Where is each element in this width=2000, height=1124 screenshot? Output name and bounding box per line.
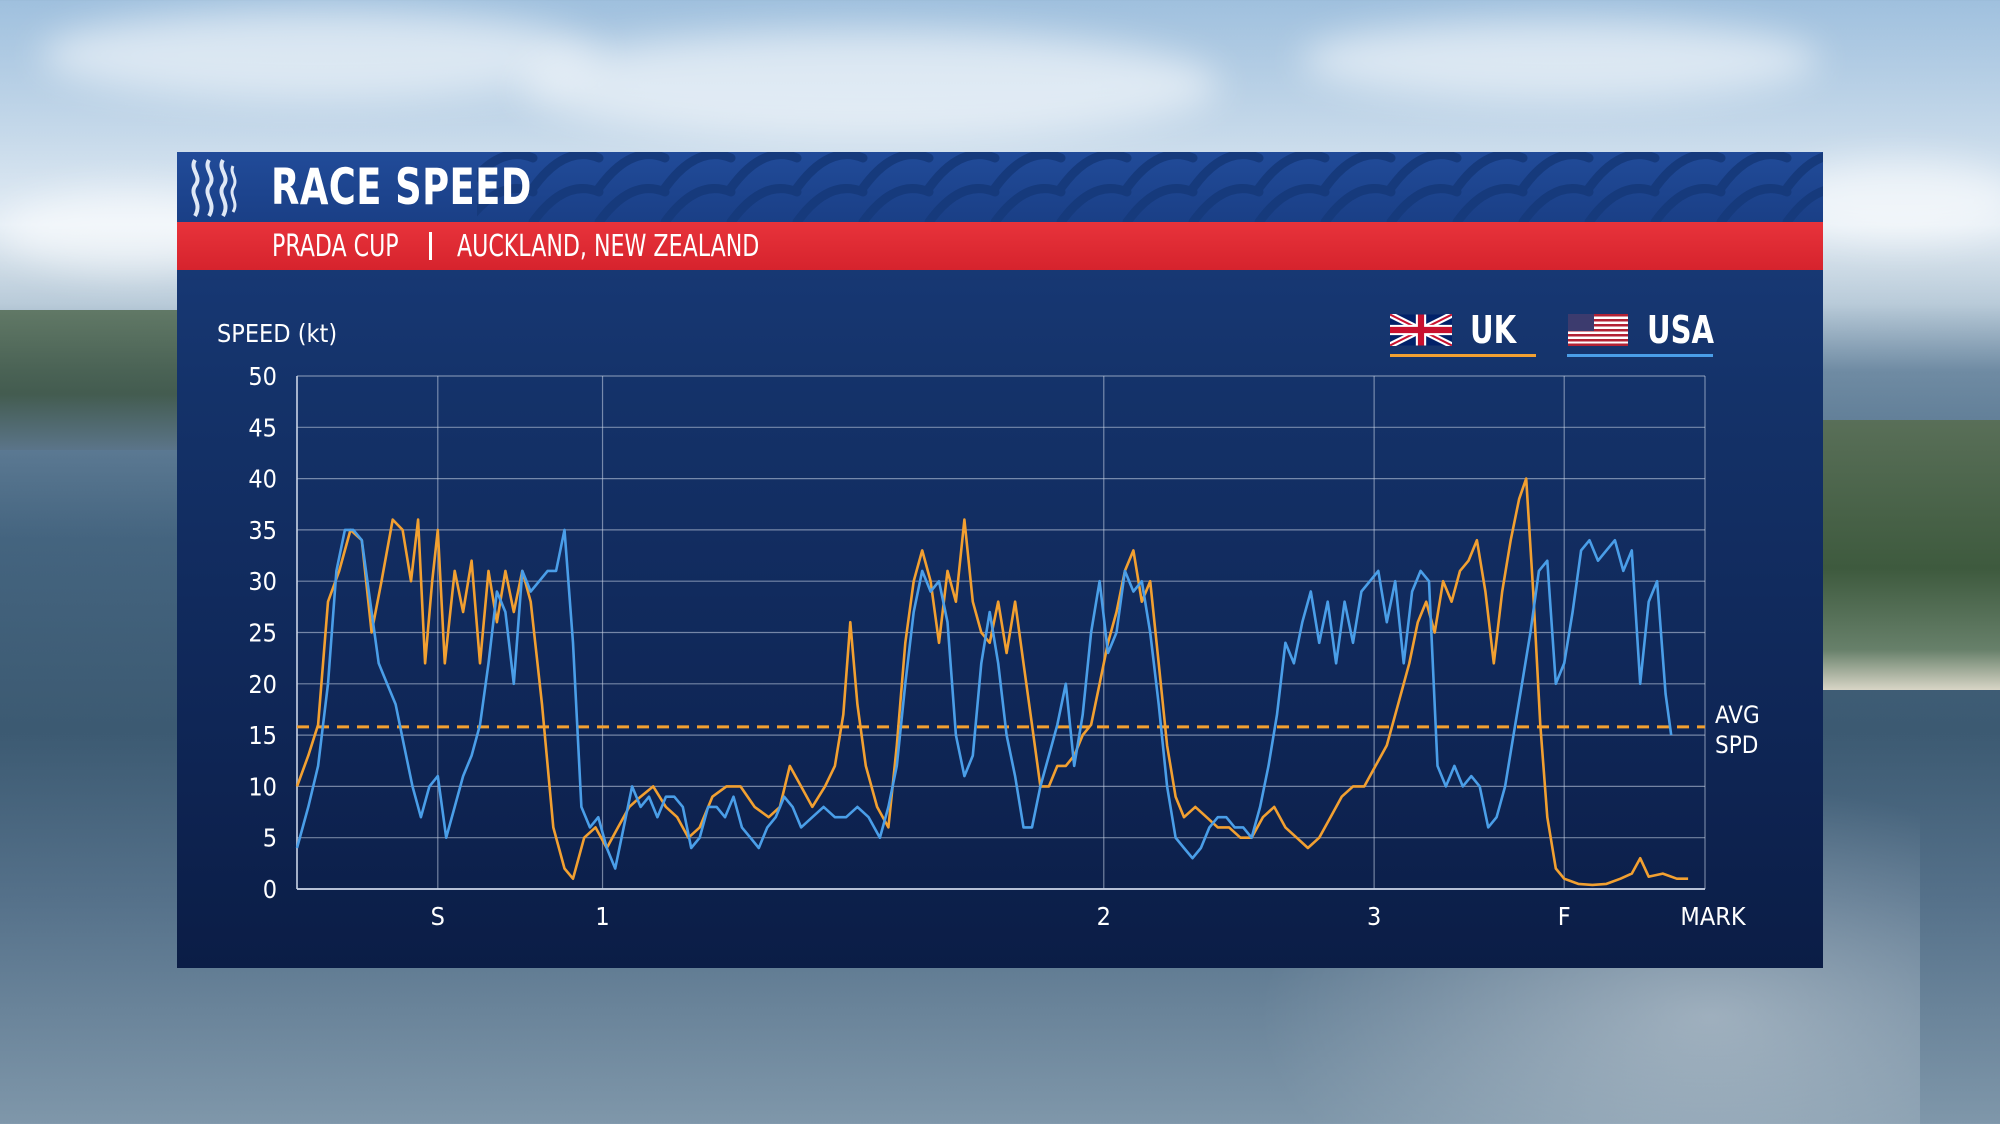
legend-item-uk: UK	[1390, 304, 1536, 357]
y-tick-label: 50	[248, 362, 277, 391]
series-line-usa	[295, 528, 1673, 870]
speed-chart: 0 5 10 15 20 25 30 35 40 45 50 S 1 2 3 F SPEED (kt) AV…	[217, 319, 1760, 931]
event-separator	[429, 232, 432, 260]
x-tick-label: F	[1558, 902, 1571, 931]
race-speed-panel: RACE SPEED PRADA CUP AUCKLAND, NEW ZEALA…	[177, 152, 1823, 968]
background-coast-right	[1810, 420, 2000, 690]
y-tick-label: 25	[248, 619, 277, 648]
x-tick-label: 1	[595, 902, 609, 931]
y-tick-label: 30	[248, 567, 277, 596]
header-wave-pattern	[477, 152, 1823, 222]
usa-flag-icon	[1568, 314, 1628, 346]
y-axis-label: SPEED (kt)	[217, 319, 337, 348]
x-tick-label: 3	[1367, 902, 1381, 931]
y-tick-label: 20	[248, 670, 277, 699]
event-location: AUCKLAND, NEW ZEALAND	[457, 229, 760, 264]
y-tick-label: 15	[248, 721, 277, 750]
y-tick-label: 0	[263, 875, 277, 904]
americas-cup-logo-icon	[191, 158, 237, 217]
uk-flag-icon	[1390, 314, 1452, 346]
legend-label-uk: UK	[1470, 308, 1517, 352]
series-line-uk	[295, 477, 1689, 887]
avg-label-line2: SPD	[1715, 731, 1758, 759]
y-tick-label: 40	[248, 465, 277, 494]
event-bar: PRADA CUP AUCKLAND, NEW ZEALAND	[177, 222, 1823, 270]
legend-item-usa: USA	[1567, 304, 1715, 357]
x-tick-label: 2	[1097, 902, 1111, 931]
avg-label-line1: AVG	[1715, 701, 1760, 729]
legend-label-usa: USA	[1647, 308, 1715, 352]
legend-line-usa	[1567, 354, 1713, 357]
event-name: PRADA CUP	[272, 229, 399, 264]
y-tick-label: 35	[248, 516, 277, 545]
background-coast-left	[0, 310, 190, 450]
y-tick-label: 10	[248, 772, 277, 801]
panel-header: RACE SPEED	[177, 152, 1823, 222]
x-tick-label: S	[431, 902, 445, 931]
page-title: RACE SPEED	[271, 158, 532, 216]
legend-line-uk	[1390, 354, 1536, 357]
y-tick-label: 5	[263, 824, 277, 853]
y-tick-label: 45	[248, 413, 277, 442]
x-axis-label: MARK	[1680, 902, 1746, 931]
